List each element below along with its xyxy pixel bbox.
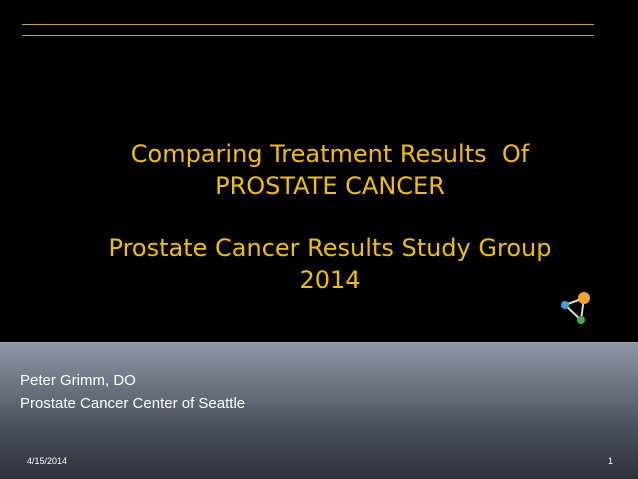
molecule-logo-icon xyxy=(561,292,590,324)
title-line-2: PROSTATE CANCER xyxy=(215,172,445,200)
subtitle-line-2: 2014 xyxy=(299,266,361,294)
subtitle-line-1: Prostate Cancer Results Study Group xyxy=(108,234,552,262)
slide-date: 4/15/2014 xyxy=(27,456,68,466)
slide-title: Comparing Treatment Results Of PROSTATE … xyxy=(40,138,620,202)
bottom-divider-rule xyxy=(22,35,594,36)
title-line-1: Comparing Treatment Results Of xyxy=(130,140,530,168)
footer-panel: Peter Grimm, DO Prostate Cancer Center o… xyxy=(0,342,638,479)
presenter-name: Peter Grimm, DO xyxy=(20,372,136,389)
presenter-affiliation: Prostate Cancer Center of Seattle xyxy=(20,395,246,412)
slide-number: 1 xyxy=(607,456,613,466)
top-divider-rule xyxy=(22,24,594,25)
presenter-info: Peter Grimm, DO Prostate Cancer Center o… xyxy=(20,369,245,415)
slide-subtitle: Prostate Cancer Results Study Group 2014 xyxy=(30,232,630,296)
